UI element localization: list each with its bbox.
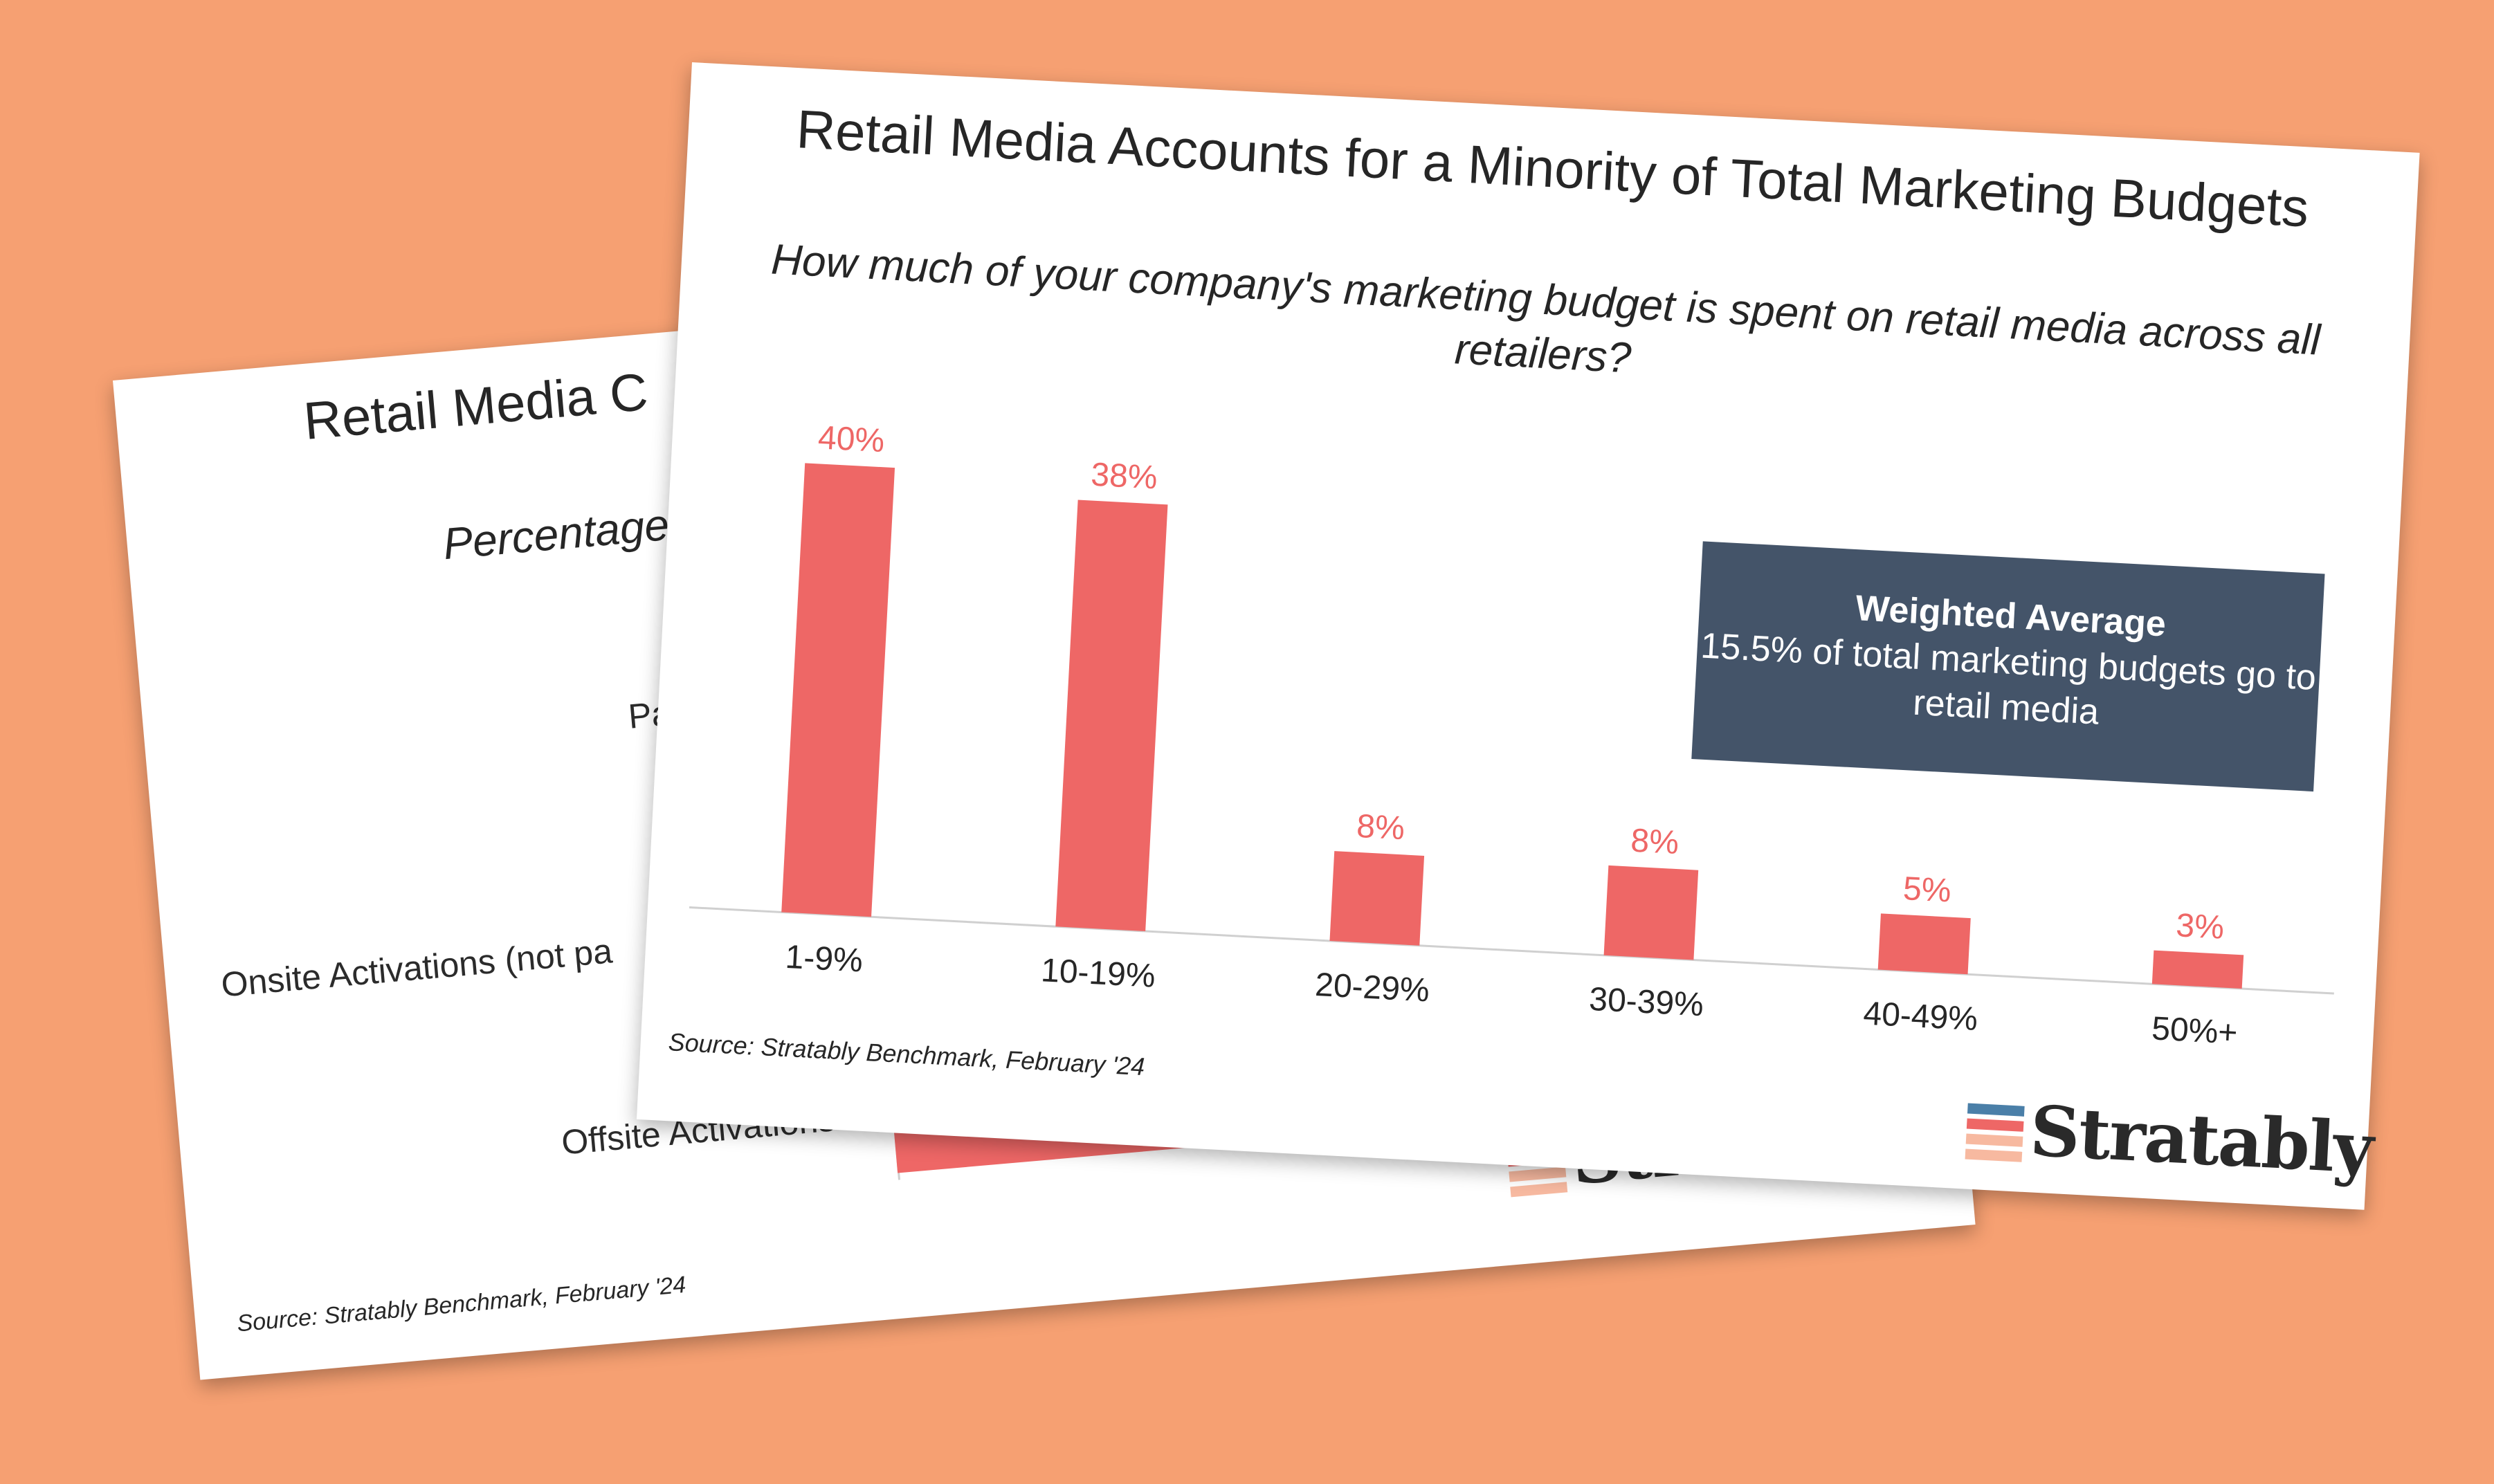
x-tick-label-2: 10-19%: [1040, 952, 1156, 995]
bar-1: [781, 463, 895, 917]
data-label-3: 8%: [1356, 808, 1405, 848]
weighted-average-callout: Weighted Average 15.5% of total marketin…: [1691, 541, 2325, 792]
x-axis-line: [689, 906, 2334, 995]
x-tick-label-6: 50%+: [2151, 1010, 2239, 1051]
logo-mark-icon: [1965, 1103, 2025, 1167]
data-label-1: 40%: [817, 419, 886, 459]
front-slide: Retail Media Accounts for a Minority of …: [636, 62, 2420, 1210]
bar-chart: 40% 1-9% 38% 10-19% 8% 20-29% 8% 30-39% 5% 40-49%…: [689, 419, 2334, 1052]
data-label-6: 3%: [2175, 907, 2225, 946]
data-label-5: 5%: [1902, 870, 1952, 910]
bar-2: [1055, 500, 1168, 932]
bar-3: [1329, 851, 1425, 946]
bar-6: [2151, 950, 2244, 989]
back-category-label: Onsite Activations (not pa: [219, 931, 614, 1005]
bar-5: [1877, 913, 1971, 975]
data-label-4: 8%: [1630, 823, 1680, 862]
x-tick-label-3: 20-29%: [1314, 967, 1430, 1009]
x-tick-label-1: 1-9%: [784, 939, 864, 980]
back-slide-title: Retail Media C: [301, 362, 650, 451]
x-tick-label-4: 30-39%: [1588, 981, 1704, 1024]
data-label-2: 38%: [1090, 457, 1158, 497]
x-tick-label-5: 40-49%: [1862, 996, 1978, 1038]
back-slide-source: Source: Stratably Benchmark, February '2…: [235, 1271, 687, 1337]
bar-4: [1603, 865, 1699, 960]
back-slide-subtitle: Percentage: [441, 499, 671, 569]
